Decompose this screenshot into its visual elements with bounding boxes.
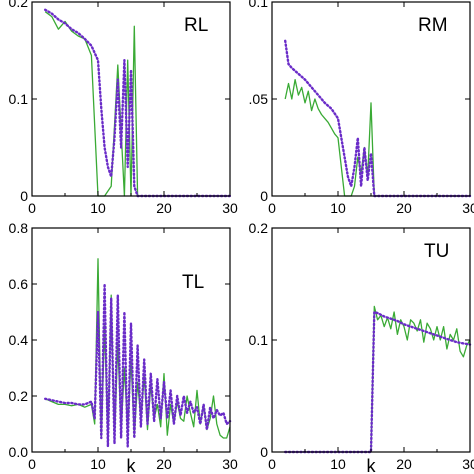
y-tick-label: 0 bbox=[260, 188, 268, 204]
solid-series-line bbox=[44, 11, 230, 197]
x-tick-label: 30 bbox=[462, 456, 474, 472]
y-tick-label: 0.1 bbox=[9, 91, 29, 107]
y-tick-label: 0.2 bbox=[9, 0, 29, 10]
panel-label: RM bbox=[418, 15, 448, 36]
x-tick-label: 10 bbox=[90, 456, 106, 472]
x-tick-label: 20 bbox=[396, 456, 412, 472]
y-tick-label: 0.6 bbox=[9, 276, 29, 292]
panel-tu: 0 10 20 30 0 0.1 0.2 TU k bbox=[249, 220, 474, 474]
y-tick-label: 0 bbox=[260, 444, 268, 460]
x-tick-label: 20 bbox=[156, 200, 172, 216]
x-tick-label: 20 bbox=[156, 456, 172, 472]
panel-tl: 0 10 20 30 0.0 0.2 0.4 0.6 0.8 TL k bbox=[9, 220, 238, 474]
x-tick-label: 10 bbox=[90, 200, 106, 216]
solid-series-line bbox=[285, 305, 471, 453]
y-tick-label: 0 bbox=[20, 188, 28, 204]
x-axis-label: k bbox=[367, 456, 377, 474]
panel-rm: 0 10 20 30 0 .05 0.1 RM bbox=[249, 0, 474, 216]
y-tick-label: 0.1 bbox=[249, 0, 269, 10]
dotted-series-line bbox=[284, 39, 472, 198]
x-tick-label: 10 bbox=[330, 200, 346, 216]
x-tick-label: 30 bbox=[222, 200, 238, 216]
panel-rl: 0 10 20 30 0 0.1 0.2 RL bbox=[9, 0, 238, 216]
y-tick-label: 0.0 bbox=[9, 444, 29, 460]
y-tick-label: 0.2 bbox=[9, 388, 29, 404]
x-tick-label: 0 bbox=[268, 200, 276, 216]
solid-series-line bbox=[284, 78, 470, 197]
x-tick-label: 0 bbox=[28, 200, 36, 216]
x-tick-label: 10 bbox=[330, 456, 346, 472]
y-tick-label: 0.8 bbox=[9, 220, 29, 236]
y-tick-label: 0.4 bbox=[9, 332, 29, 348]
x-tick-label: 0 bbox=[28, 456, 36, 472]
panel-label: RL bbox=[184, 15, 208, 36]
y-tick-label: 0.2 bbox=[249, 220, 269, 236]
panel-label: TL bbox=[182, 272, 204, 293]
panel-label: TU bbox=[424, 241, 449, 262]
x-tick-label: 30 bbox=[462, 200, 474, 216]
dotted-series-line bbox=[44, 282, 232, 448]
x-tick-label: 0 bbox=[268, 456, 276, 472]
x-axis-label: k bbox=[127, 456, 137, 474]
x-tick-label: 30 bbox=[222, 456, 238, 472]
y-tick-label: .05 bbox=[249, 91, 269, 107]
x-tick-label: 20 bbox=[396, 200, 412, 216]
y-tick-label: 0.1 bbox=[249, 332, 269, 348]
